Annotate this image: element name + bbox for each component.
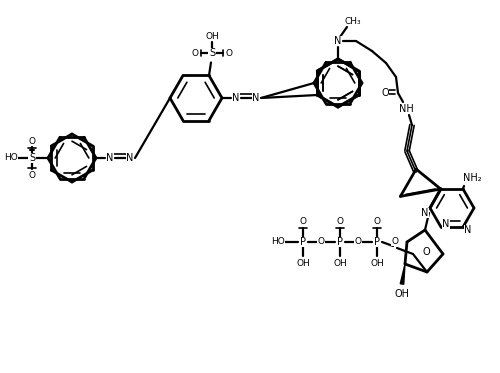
Text: S: S [209, 48, 215, 59]
Polygon shape [400, 264, 405, 284]
Text: O: O [226, 49, 232, 58]
Text: OH: OH [394, 289, 409, 299]
Text: OH: OH [333, 258, 347, 267]
Text: OH: OH [370, 258, 384, 267]
Text: OH: OH [296, 258, 310, 267]
Text: O: O [300, 216, 306, 226]
Text: O: O [28, 137, 35, 145]
Text: N: N [442, 219, 450, 229]
Text: P: P [374, 237, 380, 247]
Text: N: N [464, 225, 471, 235]
Text: N: N [126, 153, 134, 163]
Text: CH₃: CH₃ [344, 16, 362, 25]
Text: O: O [374, 216, 380, 226]
Text: NH₂: NH₂ [462, 173, 481, 183]
Text: HO: HO [4, 154, 18, 163]
Text: N: N [252, 93, 260, 103]
Text: O: O [336, 216, 344, 226]
Text: O: O [28, 170, 35, 179]
Text: N: N [334, 36, 342, 46]
Text: O: O [354, 238, 362, 247]
Text: O: O [392, 236, 398, 245]
Text: O: O [422, 247, 430, 257]
Text: NH: NH [398, 104, 413, 114]
Text: N: N [422, 208, 428, 218]
Text: O: O [192, 49, 198, 58]
Text: O: O [318, 238, 324, 247]
Text: HO: HO [271, 238, 285, 247]
Text: P: P [337, 237, 343, 247]
Text: O: O [381, 88, 389, 98]
Text: OH: OH [205, 32, 219, 41]
Text: P: P [300, 237, 306, 247]
Text: N: N [232, 93, 239, 103]
Text: N: N [106, 153, 114, 163]
Text: S: S [29, 153, 35, 163]
